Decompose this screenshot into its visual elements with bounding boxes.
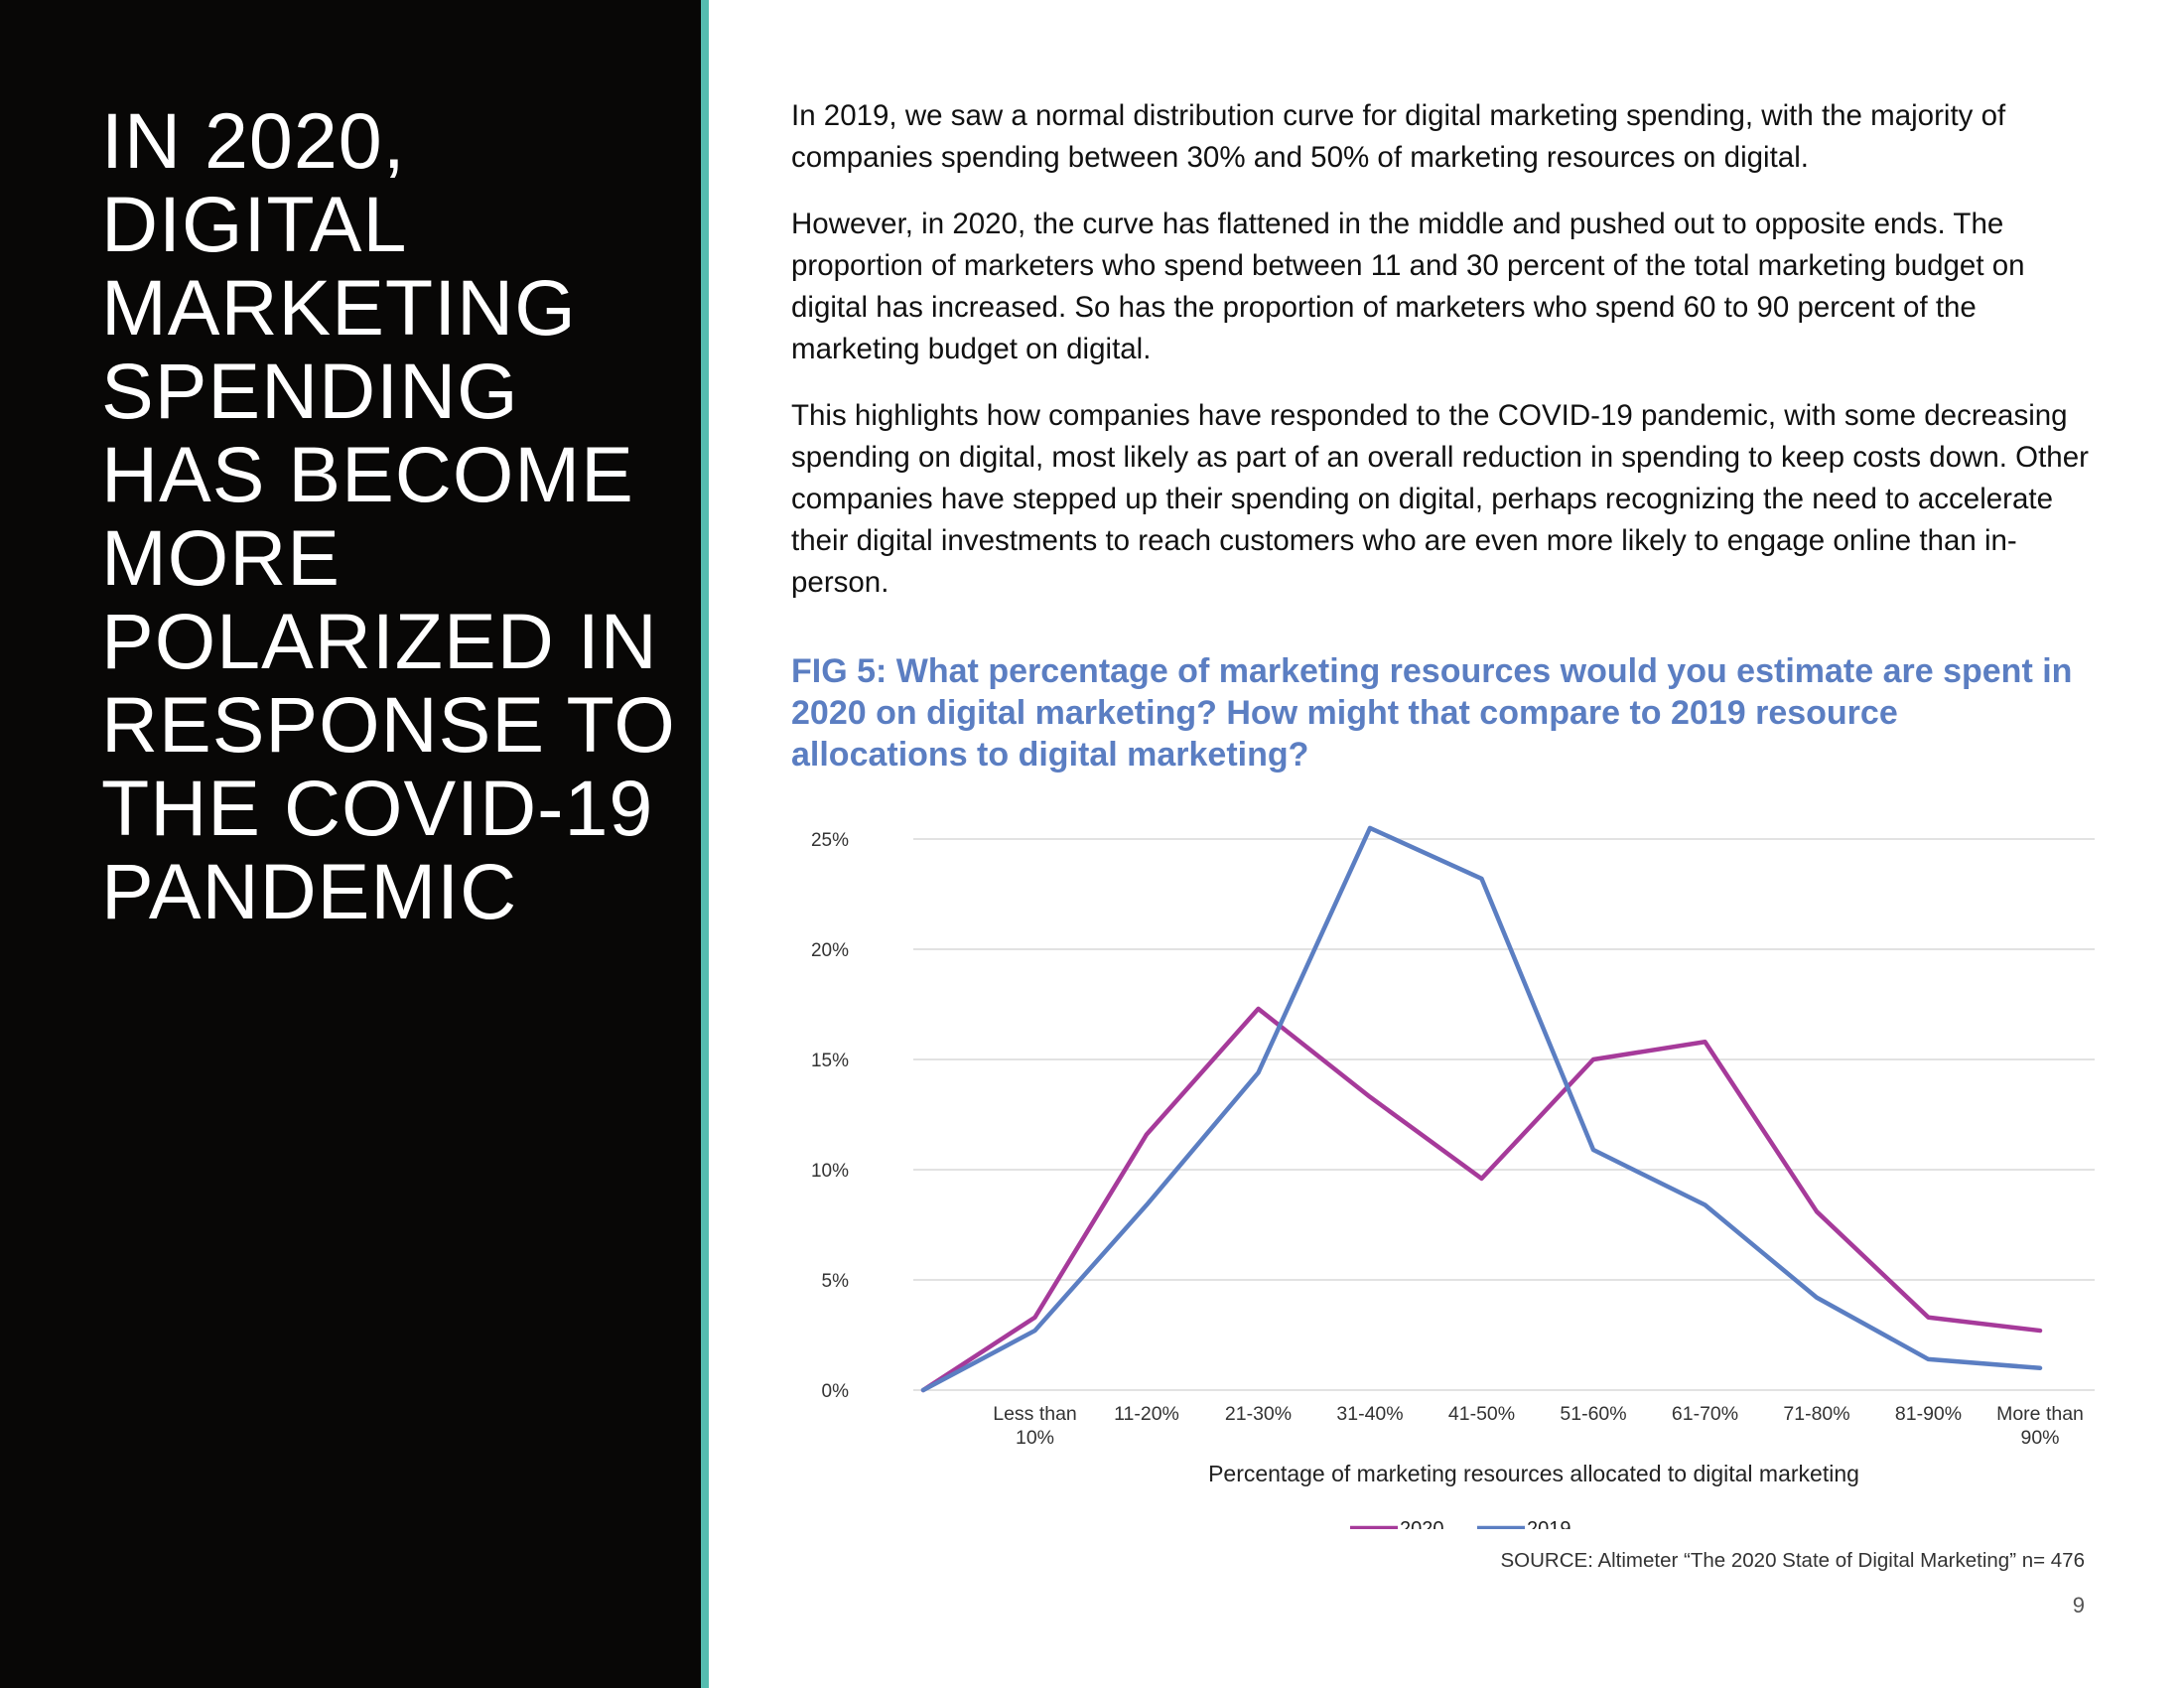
headline-line: PANDEMIC xyxy=(101,847,518,935)
x-tick-label: 10% xyxy=(1016,1427,1054,1449)
y-tick-label: 25% xyxy=(811,830,849,851)
left-panel: IN 2020, DIGITAL MARKETING SPENDING HAS … xyxy=(0,0,701,1688)
series-line-2019 xyxy=(920,825,2043,1393)
y-tick-label: 20% xyxy=(811,940,849,961)
paragraph: This highlights how companies have respo… xyxy=(791,399,2089,599)
headline-line: HAS BECOME xyxy=(101,430,634,518)
figure-title: FIG 5: What percentage of marketing reso… xyxy=(791,652,2073,774)
x-tick-label: 21-30% xyxy=(1225,1403,1292,1425)
headline-line: POLARIZED IN xyxy=(101,597,658,685)
headline-line: RESPONSE TO xyxy=(101,680,676,769)
y-tick-label: 0% xyxy=(822,1381,850,1402)
page-number: 9 xyxy=(2072,1593,2085,1618)
x-tick-label: 71-80% xyxy=(1783,1403,1849,1425)
y-tick-label: 15% xyxy=(811,1051,849,1071)
x-tick-label: More than xyxy=(1996,1403,2084,1425)
source-note: SOURCE: Altimeter “The 2020 State of Dig… xyxy=(1500,1549,2085,1572)
x-tick-label: 61-70% xyxy=(1672,1403,1738,1425)
body-text: In 2019, we saw a normal distribution cu… xyxy=(791,95,2102,629)
x-tick-label: 81-90% xyxy=(1895,1403,1962,1425)
x-tick-label: 41-50% xyxy=(1448,1403,1515,1425)
headline-line: MARKETING xyxy=(101,263,577,352)
paragraph: In 2019, we saw a normal distribution cu… xyxy=(791,99,2006,174)
accent-bar xyxy=(701,0,709,1688)
headline-line: THE COVID-19 xyxy=(101,764,654,852)
x-tick-label: 31-40% xyxy=(1336,1403,1403,1425)
headline-line: DIGITAL xyxy=(101,180,408,268)
y-tick-label: 5% xyxy=(822,1271,850,1292)
headline-line: MORE xyxy=(101,513,341,602)
y-tick-label: 10% xyxy=(811,1161,849,1182)
x-tick-label: Less than xyxy=(993,1403,1077,1425)
headline-line: SPENDING xyxy=(101,347,519,435)
legend-label: 2019 xyxy=(1527,1518,1571,1529)
paragraph: However, in 2020, the curve has flattene… xyxy=(791,208,2025,365)
series-line-2020 xyxy=(920,1006,2043,1393)
headline-line: IN 2020, xyxy=(101,96,406,185)
headline: IN 2020, DIGITAL MARKETING SPENDING HAS … xyxy=(101,99,677,933)
x-tick-label: 51-60% xyxy=(1560,1403,1626,1425)
legend-label: 2020 xyxy=(1400,1518,1444,1529)
x-tick-label: 11-20% xyxy=(1114,1403,1179,1425)
x-tick-label: 90% xyxy=(2020,1427,2059,1449)
x-axis-label: Percentage of marketing resources alloca… xyxy=(1208,1461,1859,1486)
